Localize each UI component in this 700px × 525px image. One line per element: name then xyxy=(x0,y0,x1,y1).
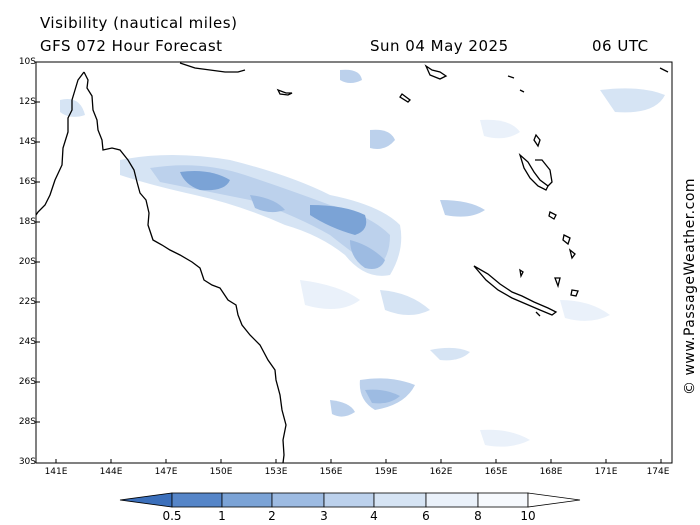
lon-label: 162E xyxy=(429,467,453,477)
lat-label: 16S xyxy=(18,177,36,187)
lon-label: 159E xyxy=(374,467,398,477)
legend-label: 6 xyxy=(422,509,430,523)
legend-label: 8 xyxy=(474,509,482,523)
lon-label: 174E xyxy=(646,467,670,477)
legend-label: 1 xyxy=(218,509,226,523)
lat-label: 10S xyxy=(18,57,36,67)
legend-label: 0.5 xyxy=(162,509,182,523)
lon-label: 150E xyxy=(209,467,233,477)
lat-label: 22S xyxy=(18,297,36,307)
axis-ticks xyxy=(36,101,662,463)
visibility-shading xyxy=(60,69,665,447)
map-title: Visibility (nautical miles) xyxy=(40,14,238,32)
lat-label: 28S xyxy=(18,417,36,427)
coastline xyxy=(35,62,669,464)
lon-label: 168E xyxy=(539,467,563,477)
lat-label: 26S xyxy=(18,377,36,387)
site-credit: © www.PassageWeather.com xyxy=(682,177,698,395)
lon-label: 144E xyxy=(99,467,123,477)
lon-label: 147E xyxy=(154,467,178,477)
lat-label: 24S xyxy=(18,337,36,347)
forecast-date: Sun 04 May 2025 xyxy=(370,37,509,55)
legend-label: 3 xyxy=(320,509,328,523)
lat-label: 14S xyxy=(18,137,36,147)
lon-label: 171E xyxy=(594,467,618,477)
lat-label: 18S xyxy=(18,217,36,227)
lon-label: 153E xyxy=(264,467,288,477)
lon-label: 156E xyxy=(319,467,343,477)
lat-label: 20S xyxy=(18,257,36,267)
lat-label: 12S xyxy=(18,97,36,107)
legend-label: 4 xyxy=(370,509,378,523)
lat-label: 30S xyxy=(18,457,36,467)
legend-label: 2 xyxy=(268,509,276,523)
lon-label: 165E xyxy=(484,467,508,477)
lon-label: 141E xyxy=(44,467,68,477)
forecast-time: 06 UTC xyxy=(592,37,649,55)
legend-label: 10 xyxy=(520,509,536,523)
forecast-model: GFS 072 Hour Forecast xyxy=(40,37,223,55)
